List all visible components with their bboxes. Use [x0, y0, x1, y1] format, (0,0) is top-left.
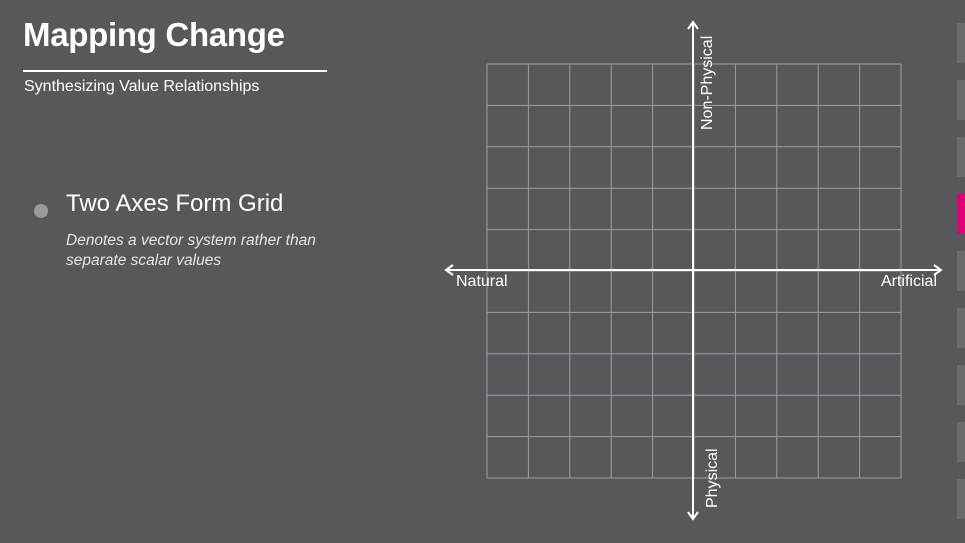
axis-label-natural: Natural — [456, 273, 508, 290]
down-arrow-icon — [687, 511, 699, 521]
up-arrow-icon — [687, 20, 699, 30]
vertical-axis — [687, 20, 699, 521]
axis-label-physical: Physical — [704, 448, 721, 508]
point-description: Denotes a vector system rather than sepa… — [66, 232, 316, 269]
nav-tab[interactable] — [957, 137, 965, 177]
slide-navigation — [957, 0, 965, 543]
title-divider — [23, 70, 327, 72]
left-arrow-icon — [444, 264, 454, 276]
nav-tab[interactable] — [957, 80, 965, 120]
nav-tab[interactable] — [957, 251, 965, 291]
nav-tab[interactable] — [957, 479, 965, 519]
bullet-dot-icon — [34, 204, 48, 218]
page-title: Mapping Change — [23, 16, 285, 53]
nav-tab[interactable] — [957, 23, 965, 63]
axis-label-artificial: Artificial — [881, 273, 937, 290]
page-subtitle: Synthesizing Value Relationships — [24, 78, 260, 95]
nav-tab-active[interactable] — [957, 194, 965, 234]
nav-tab[interactable] — [957, 422, 965, 462]
axis-label-non-physical: Non-Physical — [699, 36, 716, 130]
nav-tab[interactable] — [957, 365, 965, 405]
point-heading: Two Axes Form Grid — [66, 190, 284, 217]
nav-tab[interactable] — [957, 308, 965, 348]
right-arrow-icon — [933, 264, 943, 276]
